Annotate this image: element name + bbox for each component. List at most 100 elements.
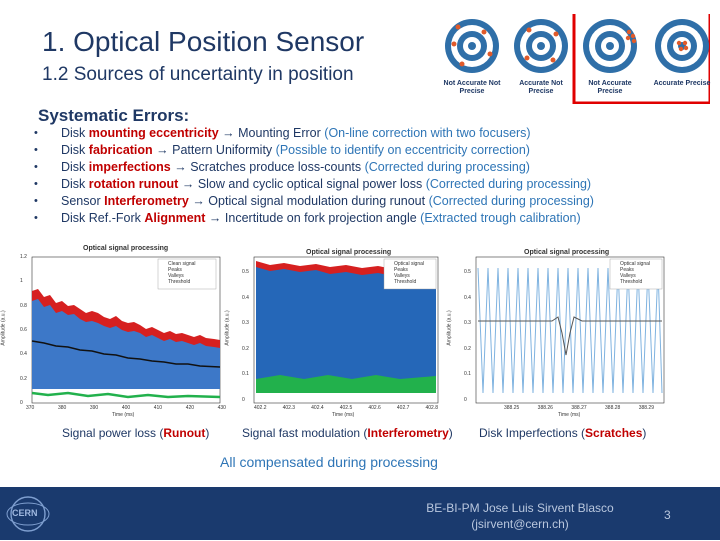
tick-label: 0.3 xyxy=(464,320,471,327)
tick-label: 0.5 xyxy=(242,269,249,275)
plot-legend: Clean signal Peaks Valleys Threshold xyxy=(168,261,196,285)
tick-label: 1 xyxy=(20,278,23,285)
arrow-icon: → xyxy=(178,177,198,191)
plot-scratches: Optical signal processing Optical signal… xyxy=(447,243,670,421)
plot-interferometry: Optical signal processing Optical signal… xyxy=(225,243,445,421)
tick-label: 380 xyxy=(57,405,67,411)
y-ticks: 0.5 0.4 0.3 0.2 0.1 0 xyxy=(464,269,471,403)
caption-text: ) xyxy=(448,426,453,440)
target-accurate-not-precise xyxy=(514,19,568,73)
item-note: (Corrected during processing) xyxy=(428,194,594,208)
footer-bar xyxy=(0,487,720,540)
item-effect: Scratches produce loss-counts xyxy=(190,160,365,174)
tick-label: 0.1 xyxy=(464,371,471,378)
plot-title: Optical signal processing xyxy=(83,245,169,252)
item-effect: Pattern Uniformity xyxy=(172,143,276,157)
item-effect: Slow and cyclic optical signal power los… xyxy=(197,177,426,191)
list-item: Disk rotation runout → Slow and cyclic o… xyxy=(34,176,594,193)
tick-label: 402.2 xyxy=(254,405,267,411)
summary-text: All compensated during processing xyxy=(220,454,438,470)
target-accurate-precise xyxy=(655,19,709,73)
item-prefix: Disk xyxy=(61,143,89,157)
legend-entry: Valleys xyxy=(168,273,184,279)
tick-label: 0.2 xyxy=(242,345,249,352)
plot-title: Optical signal processing xyxy=(306,249,392,256)
caption-keyword: Interferometry xyxy=(367,426,449,440)
tick-label: 402.6 xyxy=(368,405,381,411)
target-not-accurate-precise xyxy=(583,19,637,73)
cern-logo: CERN xyxy=(6,492,50,536)
list-item: Disk Ref.-Fork Alignment → Incertitude o… xyxy=(34,210,594,227)
y-axis-label: Amplitude (a.u.) xyxy=(0,310,7,346)
y-axis-label: Amplitude (a.u.) xyxy=(224,310,231,346)
legend-entry: Peaks xyxy=(168,267,182,273)
plot-runout: Optical signal processing Clean signal P… xyxy=(1,243,228,421)
caption-scratches: Disk Imperfections (Scratches) xyxy=(479,426,646,440)
tick-label: 388.29 xyxy=(638,405,654,411)
target-not-accurate-not-precise xyxy=(445,19,499,73)
tick-label: 388.26 xyxy=(537,405,553,411)
author-email: (jsirvent@cern.ch) xyxy=(471,517,569,531)
tick-label: 390 xyxy=(89,405,99,411)
tick-label: 0.2 xyxy=(464,345,471,352)
page-number: 3 xyxy=(664,508,671,522)
item-keyword: imperfections xyxy=(88,160,171,174)
legend-entry: Threshold xyxy=(168,279,191,285)
tick-label: 0.4 xyxy=(20,351,27,358)
item-note: (Extracted trough calibration) xyxy=(420,211,581,225)
legend-entry: Optical signal xyxy=(394,261,425,267)
item-note: (On-line correction with two focusers) xyxy=(324,126,531,140)
caption-text: ) xyxy=(642,426,647,440)
list-item: Disk mounting eccentricity → Mounting Er… xyxy=(34,125,594,142)
list-item: Disk fabrication → Pattern Uniformity (P… xyxy=(34,142,594,159)
tick-label: 0.6 xyxy=(20,326,27,333)
author-name: BE-BI-PM Jose Luis Sirvent Blasco xyxy=(426,501,614,515)
tick-label: 420 xyxy=(185,405,195,411)
tick-label: 0.8 xyxy=(20,302,27,309)
slide-title: 1. Optical Position Sensor xyxy=(42,26,365,57)
arrow-icon: → xyxy=(188,194,209,208)
item-prefix: Disk xyxy=(61,160,89,174)
accuracy-precision-targets: Not Accurate Not Precise Accurate Not Pr… xyxy=(440,0,712,105)
caption-keyword: Runout xyxy=(163,426,206,440)
legend-entry: Optical signal xyxy=(620,261,651,267)
tick-label: 410 xyxy=(153,405,163,411)
tick-label: 0.4 xyxy=(242,294,249,301)
arrow-icon: → xyxy=(205,211,225,225)
caption-runout: Signal power loss (Runout) xyxy=(62,426,209,440)
caption-keyword: Scratches xyxy=(585,426,643,440)
tick-label: 402.3 xyxy=(282,405,296,411)
caption-text: ) xyxy=(205,426,210,440)
systematic-errors-list: Disk mounting eccentricity → Mounting Er… xyxy=(34,125,594,227)
item-keyword: fabrication xyxy=(88,143,153,157)
y-ticks: 0.5 0.4 0.3 0.2 0.1 0 xyxy=(242,269,249,403)
tick-label: 0 xyxy=(242,396,245,403)
arrow-icon: → xyxy=(152,143,173,157)
item-note: (Possible to identify on eccentricity co… xyxy=(275,143,530,157)
caption-text: Disk Imperfections ( xyxy=(479,426,586,440)
tick-label: 0.1 xyxy=(242,371,249,378)
item-effect: Optical signal modulation during runout xyxy=(208,194,429,208)
tick-label: 0 xyxy=(20,399,23,406)
plot-legend: Optical signal Peaks Valleys Threshold xyxy=(620,261,650,285)
legend-entry: Valleys xyxy=(394,273,410,279)
item-prefix: Sensor xyxy=(61,194,105,208)
tick-label: 0.4 xyxy=(464,294,471,301)
x-ticks: 388.25 388.26 388.27 388.28 388.29 xyxy=(504,405,654,411)
legend-entry: Peaks xyxy=(620,267,634,273)
arrow-icon: → xyxy=(170,160,191,174)
tick-label: 0.2 xyxy=(20,375,27,382)
item-prefix: Disk Ref.-Fork xyxy=(61,211,145,225)
tick-label: 388.28 xyxy=(605,405,621,411)
item-keyword: rotation runout xyxy=(88,177,179,191)
x-ticks: 370 380 390 400 410 420 430 xyxy=(26,405,226,411)
tick-label: 388.25 xyxy=(504,405,520,411)
caption-text: Signal fast modulation ( xyxy=(242,426,368,440)
legend-entry: Valleys xyxy=(620,273,636,279)
legend-entry: Clean signal xyxy=(168,261,196,267)
footer-author: BE-BI-PM Jose Luis Sirvent Blasco (jsirv… xyxy=(420,500,620,532)
tick-label: 370 xyxy=(26,405,35,411)
item-effect: Incertitude on fork projection angle xyxy=(224,211,421,225)
systematic-errors-title: Systematic Errors: xyxy=(38,106,190,125)
logo-text: CERN xyxy=(12,508,38,518)
